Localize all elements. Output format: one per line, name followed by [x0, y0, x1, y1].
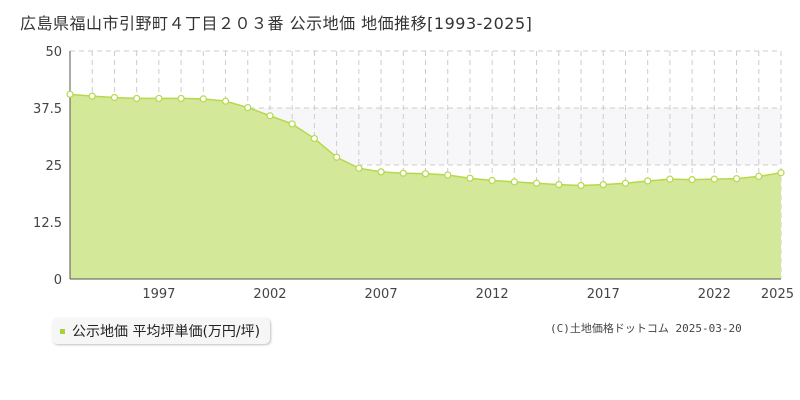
- chart-title: 広島県福山市引野町４丁目２０３番 公示地価 地価推移[1993-2025]: [20, 14, 533, 33]
- data-point: [110, 93, 119, 102]
- data-point: [510, 178, 518, 186]
- data-point: [466, 174, 474, 182]
- data-point: [177, 94, 185, 103]
- area-fill: [70, 94, 781, 279]
- axis-layer: [69, 51, 781, 280]
- data-point: [688, 175, 696, 184]
- y-tick-label: 50: [45, 45, 62, 60]
- data-point: [377, 168, 385, 176]
- data-point: [333, 153, 341, 161]
- y-tick-label: 37.5: [33, 102, 62, 117]
- data-point: [444, 171, 452, 179]
- data-point: [199, 95, 207, 103]
- data-point: [755, 172, 763, 180]
- data-point: [532, 179, 541, 187]
- x-tick-label: 2007: [365, 287, 398, 302]
- tick-label-layer: 0 12.5 25 37.5 50 1997 2002 2007 2012 2017 2022 202…: [33, 45, 794, 302]
- data-point: [133, 94, 141, 103]
- data-point: [266, 112, 274, 120]
- data-point: [155, 94, 163, 103]
- data-point: [577, 181, 585, 190]
- x-tick-label: 2017: [587, 287, 620, 302]
- data-point: [221, 97, 230, 105]
- data-point: [488, 176, 496, 185]
- data-point: [244, 103, 252, 112]
- data-point: [355, 164, 363, 172]
- copyright-text: (C)土地価格ドットコム 2025-03-20: [550, 322, 742, 335]
- data-point: [421, 170, 430, 178]
- data-point: [555, 181, 563, 189]
- data-point: [288, 120, 296, 128]
- data-point: [66, 90, 74, 98]
- data-point: [777, 169, 785, 177]
- data-point: [88, 92, 96, 100]
- data-point: [399, 169, 407, 177]
- y-tick-label: 12.5: [33, 216, 62, 231]
- x-tick-label: 2002: [253, 287, 286, 302]
- legend-marker: [60, 328, 65, 334]
- data-point: [621, 179, 630, 187]
- data-point: [599, 181, 607, 189]
- data-point: [644, 177, 652, 185]
- legend: 公示地価 平均坪単価(万円/坪): [52, 318, 271, 344]
- y-tick-label: 25: [45, 159, 62, 174]
- x-tick-label: 2025: [761, 287, 794, 302]
- x-tick-label: 2012: [476, 287, 509, 302]
- data-point: [666, 175, 674, 183]
- y-tick-label: 0: [54, 273, 62, 288]
- x-tick-label: 2022: [698, 287, 731, 302]
- data-point: [310, 134, 319, 143]
- data-point: [710, 175, 718, 183]
- x-tick-label: 1997: [142, 287, 175, 302]
- legend-label: 公示地価 平均坪単価(万円/坪): [72, 324, 261, 340]
- marker-layer: [66, 90, 785, 190]
- data-point: [732, 175, 741, 183]
